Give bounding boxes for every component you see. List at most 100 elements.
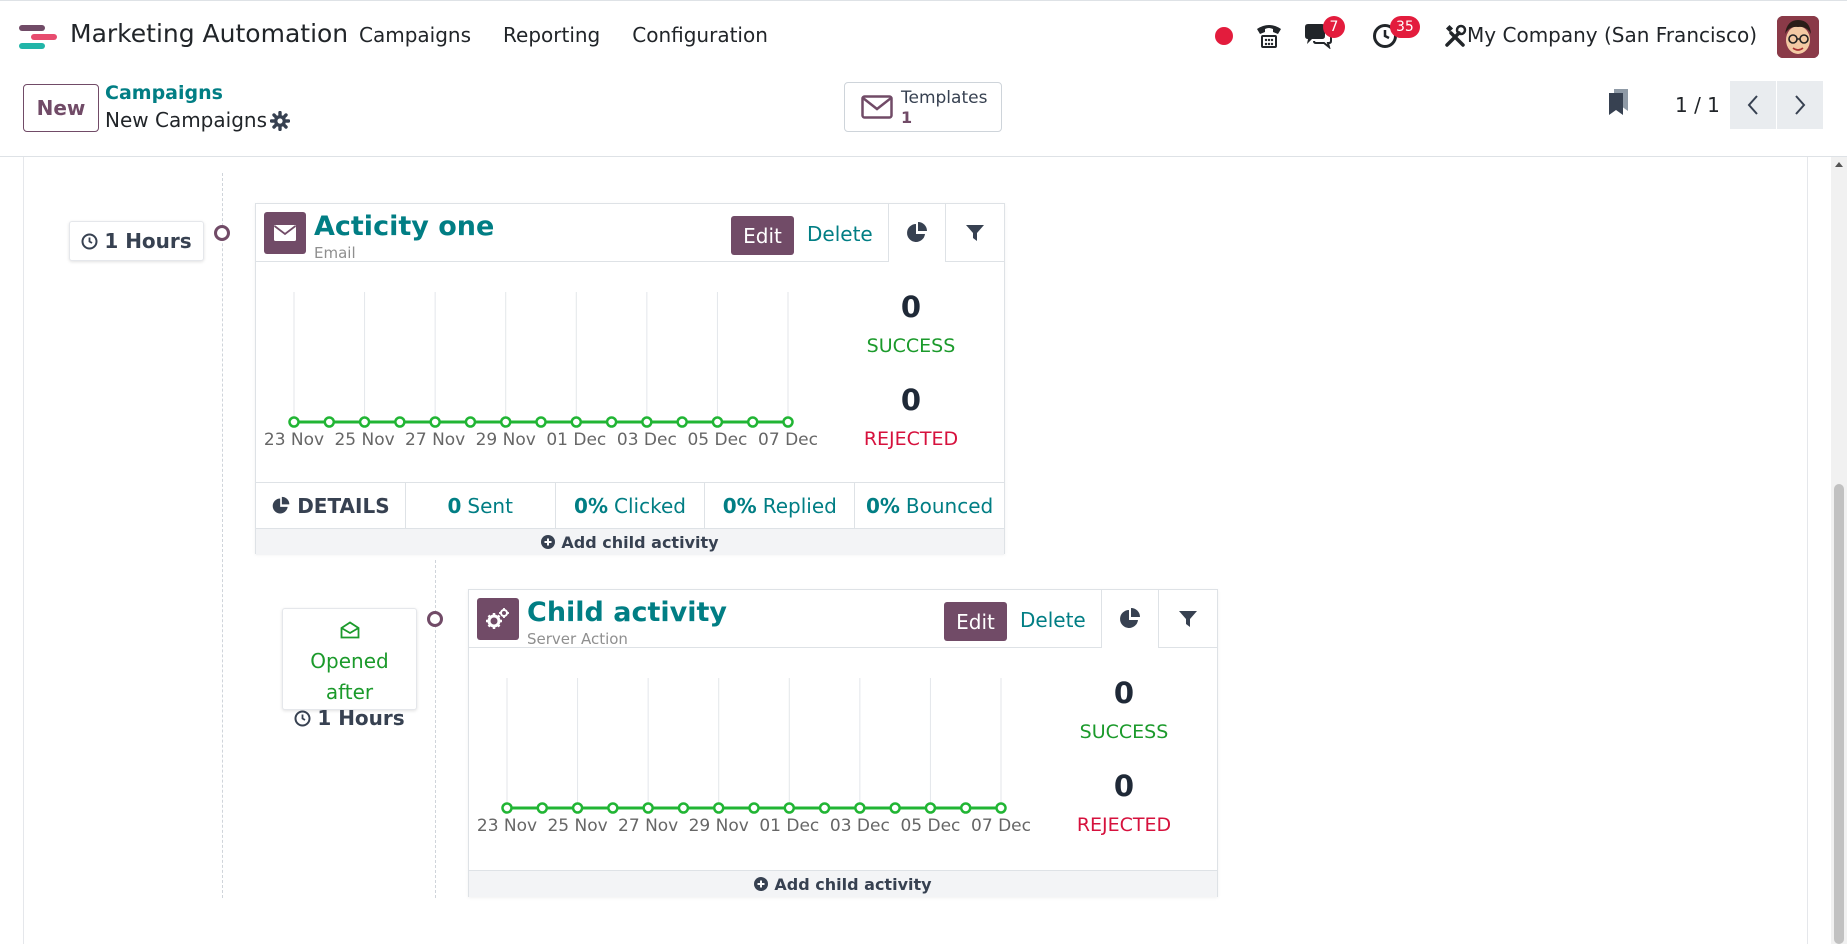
- add-child-activity-button[interactable]: Add child activity: [469, 870, 1217, 897]
- edit-activity-button[interactable]: Edit: [731, 216, 794, 255]
- menu-campaigns[interactable]: Campaigns: [359, 23, 472, 47]
- kpi-bounced-label: Bounced: [905, 493, 994, 518]
- data-point: [924, 802, 937, 814]
- activity-name[interactable]: Acticity one: [314, 211, 495, 242]
- scrollbar-thumb[interactable]: [1834, 484, 1844, 944]
- scroll-up-arrow-icon[interactable]: [1835, 162, 1843, 167]
- data-point: [889, 802, 901, 814]
- kpi-clicked[interactable]: 0% Clicked: [556, 483, 706, 528]
- data-point: [711, 416, 724, 428]
- rejected-count: 0: [900, 383, 922, 417]
- breadcrumb-campaigns[interactable]: Campaigns: [105, 82, 223, 104]
- kpi-bounced-value: 0%: [865, 493, 900, 518]
- x-tick-label: 05 Dec: [900, 816, 960, 836]
- data-point: [605, 416, 618, 428]
- data-point: [712, 802, 725, 814]
- envelope-icon: [861, 95, 893, 119]
- data-point: [358, 416, 371, 428]
- activity-card-header: Acticity one Email Edit Delete: [256, 204, 1004, 262]
- details-button[interactable]: DETAILS: [256, 483, 406, 528]
- activity-kpi-row: DETAILS 0 Sent 0% Clicked 0% Replied 0% …: [256, 482, 1004, 528]
- data-point: [535, 416, 547, 428]
- new-record-button[interactable]: New: [23, 84, 99, 132]
- activity-card-child: Child activity Server Action Edit Delete…: [468, 589, 1218, 897]
- data-point: [677, 802, 690, 814]
- trigger-interval: 1 Hours: [317, 706, 405, 730]
- data-point: [959, 802, 972, 814]
- activity-type: Server Action: [527, 630, 628, 648]
- templates-smart-button[interactable]: Templates 1: [844, 82, 1002, 132]
- data-point: [607, 802, 619, 814]
- data-point: [323, 416, 336, 428]
- user-avatar[interactable]: [1777, 16, 1819, 58]
- data-point: [995, 802, 1007, 814]
- activity-type: Email: [314, 244, 356, 262]
- tab-graph[interactable]: [888, 204, 946, 262]
- data-point: [536, 802, 549, 814]
- data-point: [748, 802, 760, 814]
- edit-activity-button[interactable]: Edit: [944, 602, 1007, 641]
- rejected-label: REJECTED: [863, 428, 959, 450]
- menu-configuration[interactable]: Configuration: [632, 23, 768, 47]
- app-title[interactable]: Marketing Automation: [70, 19, 349, 48]
- server-action-icon: [477, 598, 519, 640]
- tab-filter[interactable]: [1159, 590, 1217, 648]
- data-point: [394, 416, 406, 428]
- company-switcher[interactable]: My Company (San Francisco): [1467, 23, 1757, 47]
- delete-activity-button[interactable]: Delete: [807, 222, 873, 246]
- x-tick-label: 03 Dec: [617, 430, 677, 450]
- workflow-connector-line: [222, 173, 223, 898]
- pager-value[interactable]: 1 / 1: [1675, 93, 1720, 117]
- delete-activity-button[interactable]: Delete: [1020, 608, 1086, 632]
- x-tick-label: 07 Dec: [971, 816, 1031, 836]
- activities-badge: 35: [1390, 16, 1420, 38]
- top-navbar: Marketing Automation Campaigns Reporting…: [0, 0, 1847, 71]
- data-point: [854, 802, 866, 814]
- data-point: [288, 416, 300, 428]
- activity-card-header: Child activity Server Action Edit Delete: [469, 590, 1217, 648]
- kpi-replied[interactable]: 0% Replied: [705, 483, 856, 528]
- filter-icon: [1179, 611, 1197, 627]
- filter-icon: [966, 225, 984, 241]
- add-child-activity-button[interactable]: Add child activity: [256, 528, 1004, 555]
- data-point: [501, 802, 513, 814]
- add-child-label: Add child activity: [561, 532, 719, 552]
- breadcrumb-current-record: New Campaigns: [105, 108, 267, 132]
- tab-graph[interactable]: [1101, 590, 1159, 648]
- data-point: [499, 416, 512, 428]
- data-point: [571, 802, 584, 814]
- kpi-clicked-value: 0%: [574, 493, 608, 518]
- kpi-sent[interactable]: 0 Sent: [406, 483, 556, 528]
- x-tick-label: 29 Nov: [476, 430, 536, 450]
- success-count: 0: [900, 290, 922, 324]
- kpi-sent-label: Sent: [467, 493, 513, 518]
- activities-button[interactable]: 35: [1372, 16, 1420, 51]
- recording-indicator[interactable]: [1215, 21, 1233, 51]
- control-panel: New Campaigns New Campaigns Templates 1 …: [0, 71, 1847, 157]
- clock-icon: [81, 233, 98, 249]
- menu-reporting[interactable]: Reporting: [503, 23, 601, 47]
- add-child-label: Add child activity: [774, 874, 932, 894]
- rejected-label: REJECTED: [1076, 814, 1172, 836]
- user-avatar-image-icon: [1777, 16, 1819, 58]
- data-point: [782, 416, 794, 428]
- data-point: [429, 416, 441, 428]
- plus-circle-icon: [541, 535, 556, 549]
- pager-next-button[interactable]: [1777, 81, 1823, 129]
- kpi-bounced[interactable]: 0% Bounced: [855, 483, 1004, 528]
- voip-phone-button[interactable]: [1255, 21, 1283, 51]
- pager-previous-button[interactable]: [1730, 81, 1776, 129]
- activity-one-node: [214, 225, 230, 241]
- x-tick-label: 01 Dec: [759, 816, 819, 836]
- activity-name[interactable]: Child activity: [527, 597, 728, 628]
- messages-button[interactable]: 7: [1303, 16, 1345, 51]
- marketing-automation-logo-icon[interactable]: [19, 23, 59, 51]
- data-point: [818, 802, 831, 814]
- debug-tools-button[interactable]: [1443, 21, 1469, 51]
- child-activity-trigger: Opened after 1 Hours: [282, 608, 417, 730]
- gear-icon[interactable]: [270, 111, 290, 131]
- tab-filter[interactable]: [946, 204, 1004, 262]
- bookmark-icon[interactable]: [1606, 87, 1632, 117]
- data-point: [783, 802, 796, 814]
- success-label: SUCCESS: [866, 335, 956, 357]
